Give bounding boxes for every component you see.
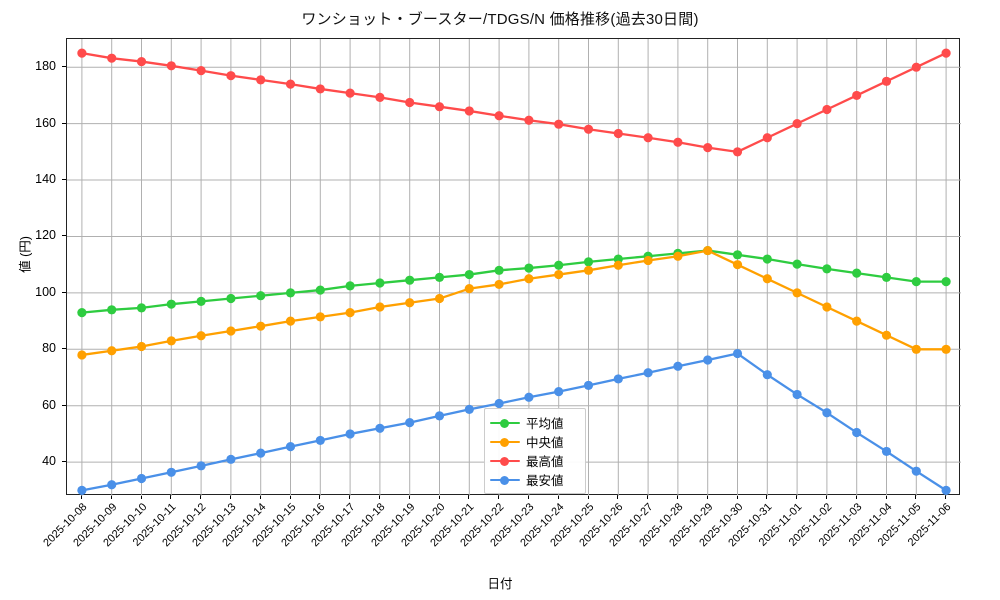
x-tick-mark (796, 495, 798, 499)
x-tick-mark (736, 495, 738, 499)
y-tick-mark (62, 404, 66, 406)
legend-swatch-icon (490, 474, 520, 486)
y-tick-mark (62, 235, 66, 237)
x-tick-mark (408, 495, 410, 499)
x-tick-mark (259, 495, 261, 499)
y-tick-label: 180 (35, 59, 56, 74)
y-tick-label: 40 (42, 454, 56, 469)
x-tick-mark (617, 495, 619, 499)
x-tick-mark (587, 495, 589, 499)
y-tick-label: 140 (35, 172, 56, 187)
x-tick-mark (229, 495, 231, 499)
series-canvas (67, 39, 961, 496)
x-tick-mark (498, 495, 500, 499)
x-tick-mark (349, 495, 351, 499)
y-tick-mark (62, 291, 66, 293)
x-tick-mark (200, 495, 202, 499)
x-tick-mark (110, 495, 112, 499)
x-tick-mark (140, 495, 142, 499)
y-tick-label: 60 (42, 397, 56, 412)
y-tick-mark (62, 66, 66, 68)
legend-item-0[interactable]: 平均値 (490, 413, 579, 432)
plot-area (66, 38, 961, 496)
x-tick-mark (289, 495, 291, 499)
x-tick-mark (647, 495, 649, 499)
legend-swatch-icon (490, 417, 520, 429)
x-tick-mark (80, 495, 82, 499)
y-tick-mark (62, 122, 66, 124)
legend-label: 最安値 (526, 474, 564, 488)
chart-legend: 平均値中央値最高値最安値 (484, 408, 586, 494)
y-tick-mark (62, 179, 66, 181)
x-tick-mark (438, 495, 440, 499)
x-tick-mark (319, 495, 321, 499)
y-tick-mark (62, 461, 66, 463)
x-tick-mark (527, 495, 529, 499)
x-tick-mark (915, 495, 917, 499)
legend-label: 最高値 (526, 455, 564, 469)
x-tick-mark (855, 495, 857, 499)
x-axis-label: 日付 (487, 577, 513, 591)
chart-title: ワンショット・ブースター/TDGS/N 価格推移(過去30日間) (301, 11, 699, 28)
legend-label: 中央値 (526, 436, 564, 450)
x-tick-mark (825, 495, 827, 499)
legend-item-1[interactable]: 中央値 (490, 432, 579, 451)
x-tick-mark (170, 495, 172, 499)
y-tick-label: 100 (35, 284, 56, 299)
x-tick-mark (676, 495, 678, 499)
y-axis-label-wrap: 値 (円) (6, 0, 33, 533)
y-tick-label: 80 (42, 341, 56, 356)
y-tick-label: 120 (35, 228, 56, 243)
x-tick-mark (885, 495, 887, 499)
x-tick-mark (557, 495, 559, 499)
x-tick-mark (706, 495, 708, 499)
x-tick-mark (945, 495, 947, 499)
x-tick-mark (766, 495, 768, 499)
legend-item-2[interactable]: 最高値 (490, 451, 579, 470)
legend-swatch-icon (490, 436, 520, 448)
x-tick-mark (378, 495, 380, 499)
y-tick-label: 160 (35, 115, 56, 130)
legend-item-3[interactable]: 最安値 (490, 470, 579, 489)
legend-label: 平均値 (526, 417, 564, 431)
x-tick-mark (468, 495, 470, 499)
legend-swatch-icon (490, 455, 520, 467)
y-tick-mark (62, 348, 66, 350)
